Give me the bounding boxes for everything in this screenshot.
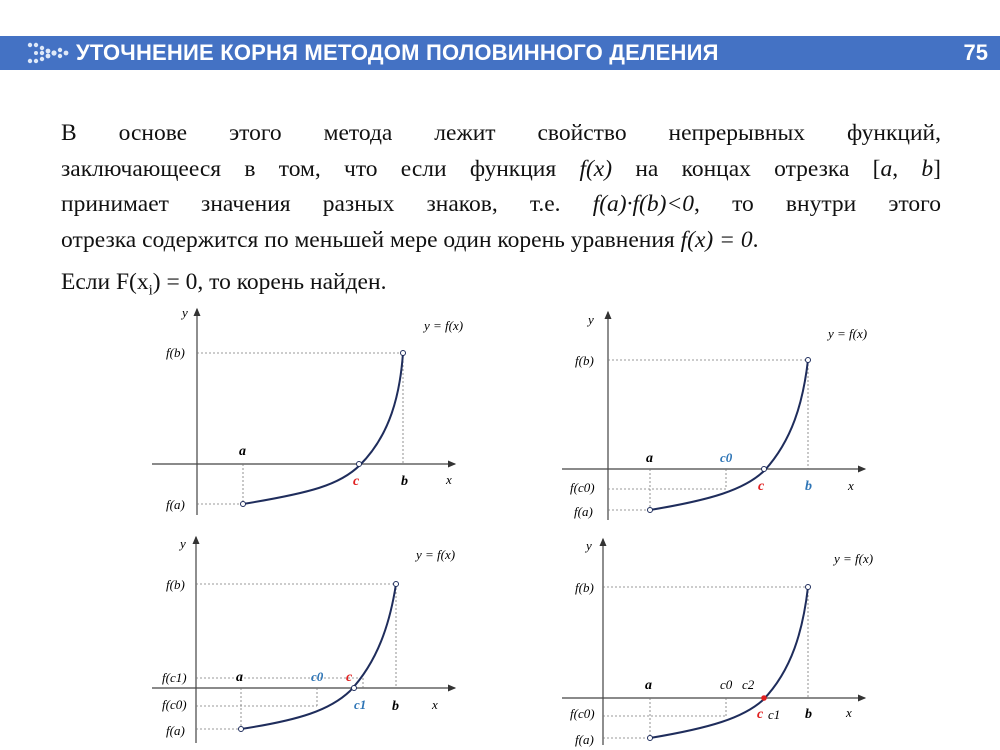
function-label: y = f(x): [832, 551, 873, 566]
x-axis-label: x: [847, 478, 854, 493]
fb-label: f(b): [575, 580, 594, 595]
fb-label: f(b): [166, 577, 185, 592]
formula-fx: f(x): [579, 155, 613, 182]
text-segment: заключающееся в том, что если функция: [61, 155, 580, 182]
paragraph-line-4: отрезка содержится по меньшей мере один …: [61, 223, 941, 259]
point-c: [761, 695, 767, 701]
graph-step-2: y x y = f(x) f(b) f(c0) f(a) a c0 c b: [560, 308, 890, 523]
a-label: a: [236, 670, 243, 685]
c0-label: c0: [720, 450, 733, 465]
point-c: [351, 685, 357, 691]
c-label: c: [758, 479, 765, 494]
c0-label: c0: [720, 677, 733, 692]
paragraph-line-3: принимает значения разных знаков, т.е. f…: [61, 187, 941, 223]
fc0-label: f(c0): [162, 697, 187, 712]
fa-label: f(a): [166, 497, 185, 512]
subscript-i: i: [148, 282, 153, 299]
var-b: b: [921, 155, 934, 182]
fb-label: f(b): [575, 353, 594, 368]
y-axis-label: y: [180, 305, 188, 320]
text-segment: ) = 0, то корень найден.: [152, 269, 387, 295]
point-b: [805, 357, 811, 363]
c2-label: c2: [742, 677, 755, 692]
a-label: a: [646, 451, 653, 466]
c-label: c: [346, 670, 353, 685]
chevron-dots-icon: [27, 42, 69, 64]
function-label: y = f(x): [826, 326, 867, 341]
text-segment: принимает значения разных знаков, т.е.: [61, 191, 593, 217]
graph-step-4: y x y = f(x) f(b) f(c0) f(a) a c0 c2 c c…: [560, 535, 890, 748]
fc1-label: f(c1): [162, 670, 187, 685]
function-curve: [649, 359, 809, 511]
point-b: [393, 581, 399, 587]
point-a: [238, 726, 244, 732]
main-paragraph: В основе этого метода лежит свойство неп…: [61, 116, 941, 258]
function-label: y = f(x): [414, 547, 455, 562]
y-axis-label: y: [586, 312, 594, 327]
fc0-label: f(c0): [570, 480, 595, 495]
point-b: [805, 584, 811, 590]
function-curve: [240, 583, 397, 730]
point-c: [761, 466, 767, 472]
b-label: b: [401, 474, 408, 489]
graph-step-3: y x y = f(x) f(b) f(c1) f(c0) f(a) a c0 …: [150, 533, 480, 748]
b-label: b: [805, 479, 812, 494]
a-label: a: [239, 444, 246, 459]
point-a: [647, 735, 653, 741]
text-segment: Если F(x: [61, 269, 149, 295]
formula-product: f(a)·f(b)<0: [592, 191, 695, 217]
c1-label: c1: [354, 697, 366, 712]
x-axis-label: x: [845, 705, 852, 720]
y-axis-label: y: [584, 538, 592, 553]
text-segment: , то внутри этого: [694, 191, 941, 217]
text-segment: .: [752, 226, 759, 253]
formula-equation: f(x) = 0: [680, 226, 753, 253]
text-segment: ]: [933, 155, 941, 182]
fa-label: f(a): [166, 723, 185, 738]
text-segment: отрезка содержится по меньшей мере один …: [61, 226, 681, 253]
function-curve: [649, 586, 809, 739]
function-label: y = f(x): [422, 318, 463, 333]
b-label: b: [805, 707, 812, 722]
paragraph-line-1: В основе этого метода лежит свойство неп…: [61, 120, 941, 146]
x-axis-label: x: [431, 697, 438, 712]
fb-label: f(b): [166, 345, 185, 360]
c-label: c: [353, 474, 360, 489]
a-label: a: [645, 678, 652, 693]
point-a: [647, 507, 653, 513]
title-bar: УТОЧНЕНИЕ КОРНЯ МЕТОДОМ ПОЛОВИННОГО ДЕЛЕ…: [0, 36, 1000, 70]
y-axis-label: y: [178, 536, 186, 551]
c1-label: c1: [768, 707, 780, 722]
graph-step-1: y x y = f(x) f(b) f(a) a c b: [150, 305, 480, 520]
slide-title: УТОЧНЕНИЕ КОРНЯ МЕТОДОМ ПОЛОВИННОГО ДЕЛЕ…: [76, 40, 719, 65]
b-label: b: [392, 699, 399, 714]
c0-label: c0: [311, 669, 324, 684]
c-label: c: [757, 707, 764, 722]
x-axis-label: x: [445, 472, 452, 487]
point-c: [356, 461, 362, 467]
text-segment: на концах отрезка [: [612, 155, 881, 182]
var-a: a: [880, 155, 893, 182]
fc0-label: f(c0): [570, 706, 595, 721]
slide-number: 75: [963, 40, 988, 65]
function-curve: [242, 352, 404, 505]
paragraph-line-2: заключающееся в том, что если функция f(…: [61, 152, 941, 188]
fa-label: f(a): [575, 732, 594, 747]
point-b: [400, 350, 406, 356]
fa-label: f(a): [574, 504, 593, 519]
root-found-line: Если F(xi) = 0, то корень найден.: [61, 265, 386, 309]
point-a: [240, 501, 246, 507]
text-segment: ,: [892, 155, 922, 182]
